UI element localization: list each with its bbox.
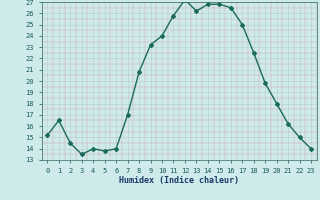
X-axis label: Humidex (Indice chaleur): Humidex (Indice chaleur) [119,176,239,185]
